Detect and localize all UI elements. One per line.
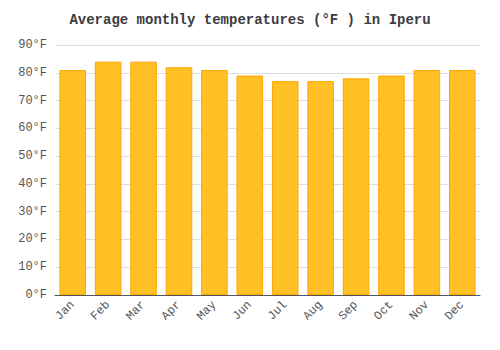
svg-text:Feb: Feb [88,298,113,323]
svg-text:Dec: Dec [442,298,467,323]
svg-text:Apr: Apr [159,298,184,323]
svg-text:20°F: 20°F [18,232,47,246]
svg-text:30°F: 30°F [18,205,47,219]
svg-text:Nov: Nov [407,298,432,323]
svg-text:80°F: 80°F [18,66,47,80]
svg-text:0°F: 0°F [25,288,47,302]
svg-text:70°F: 70°F [18,94,47,108]
svg-text:40°F: 40°F [18,177,47,191]
svg-text:90°F: 90°F [18,38,47,52]
svg-text:Average monthly temperatures (: Average monthly temperatures (°F ) in Ip… [69,12,430,28]
svg-text:10°F: 10°F [18,260,47,274]
svg-text:May: May [194,298,219,323]
svg-text:Aug: Aug [300,298,325,323]
svg-text:Oct: Oct [371,298,396,323]
svg-text:Mar: Mar [123,298,148,323]
svg-text:Jan: Jan [53,298,78,323]
svg-text:Jul: Jul [265,298,290,323]
svg-text:Sep: Sep [336,298,361,323]
svg-text:Jun: Jun [230,298,255,323]
svg-text:50°F: 50°F [18,149,47,163]
svg-text:60°F: 60°F [18,121,47,135]
